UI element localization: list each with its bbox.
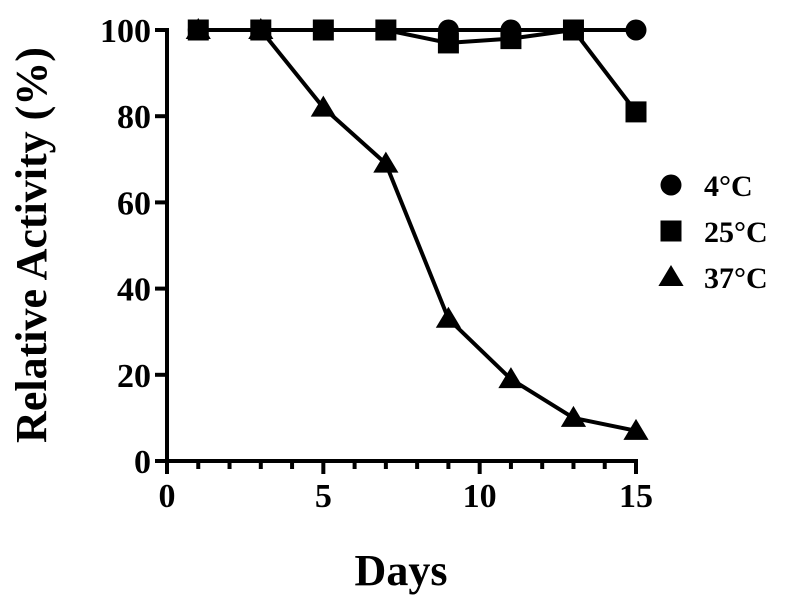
legend-label-square: 25°C: [704, 216, 768, 249]
data-point-triangle-5: [310, 95, 336, 117]
y-tick-label-80: 80: [117, 99, 151, 136]
data-point-square-15: [625, 101, 647, 123]
data-point-square-7: [375, 19, 397, 41]
y-tick-label-60: 60: [117, 185, 151, 222]
data-point-triangle-1: [185, 18, 211, 39]
y-tick-label-20: 20: [117, 358, 151, 395]
series-triangle: [185, 18, 649, 440]
data-point-triangle-11: [498, 367, 524, 389]
data-point-triangle-15: [623, 418, 649, 440]
legend-item-square: 25°C: [660, 216, 768, 249]
data-point-square-9: [437, 32, 459, 54]
data-point-square-13: [562, 19, 584, 41]
legend-marker-triangle: [658, 265, 684, 286]
series-line-triangle: [198, 28, 637, 433]
axes: 0 20 40 60 80 100 0 5 10 15: [100, 13, 653, 515]
y-tick-label-100: 100: [100, 13, 151, 50]
data-point-square-5: [312, 19, 334, 41]
x-tick-label-10: 10: [463, 478, 497, 515]
data-point-triangle-9: [435, 306, 461, 328]
x-tick-label-5: 5: [315, 478, 332, 515]
legend-marker-circle: [660, 174, 682, 196]
legend-marker-square: [660, 220, 682, 242]
data-point-square-11: [500, 28, 522, 50]
legend-label-circle: 4°C: [704, 170, 753, 203]
x-tick-label-0: 0: [159, 478, 176, 515]
x-axis-title: Days: [355, 546, 448, 595]
legend: 4°C 25°C 37°C: [658, 170, 768, 295]
y-tick-label-40: 40: [117, 272, 151, 309]
legend-label-triangle: 37°C: [704, 262, 768, 295]
data-point-triangle-13: [560, 405, 587, 427]
y-axis-title: Relative Activity (%): [7, 47, 56, 443]
series-layer: [185, 18, 649, 440]
y-tick-label-0: 0: [134, 444, 151, 481]
data-point-circle-15: [625, 19, 647, 41]
data-point-triangle-3: [248, 18, 274, 39]
legend-item-circle: 4°C: [660, 170, 753, 203]
data-point-triangle-7: [373, 151, 399, 173]
x-tick-label-15: 15: [619, 478, 653, 515]
series-line-square: [198, 28, 638, 114]
legend-item-triangle: 37°C: [658, 262, 768, 295]
